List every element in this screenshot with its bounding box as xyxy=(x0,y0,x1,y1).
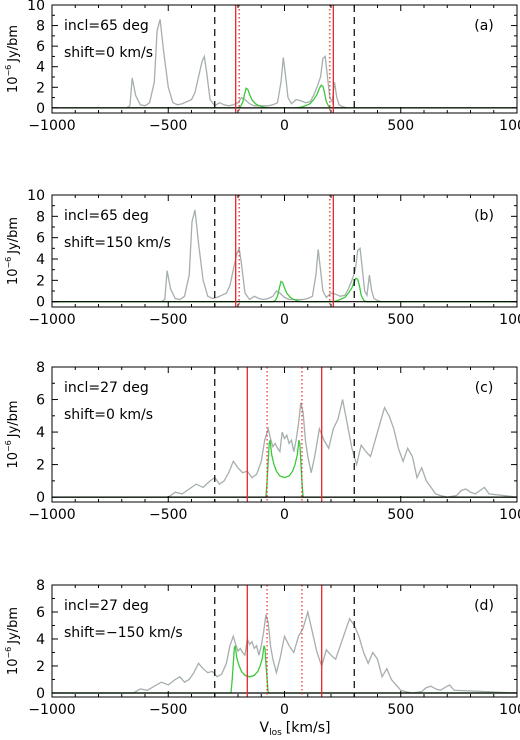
panel-b: −1000−50005001000024681010−6Jy/bmincl=65… xyxy=(4,188,520,328)
x-tick-label-a-2: 0 xyxy=(280,118,289,134)
y-tick-label-d-4: 8 xyxy=(36,578,45,594)
y-axis-label-a: 10−6 Jy/bm xyxy=(4,25,21,93)
x-tick-label-d-1: −500 xyxy=(149,702,187,718)
y-tick-label-c-3: 6 xyxy=(36,393,45,409)
annotation-b-1: shift=150 km/s xyxy=(64,235,171,251)
annotation-d-0: incl=27 deg xyxy=(64,598,149,614)
y-tick-label-c-1: 2 xyxy=(36,458,45,474)
y-axis-label-exponent-d: −6 xyxy=(4,647,13,659)
series-data-c xyxy=(52,399,517,498)
x-axis-label: Vlos [km/s] xyxy=(260,720,331,738)
annotation-a-0: incl=65 deg xyxy=(64,18,149,34)
y-tick-label-d-3: 6 xyxy=(36,605,45,621)
y-axis-label-unit-d: Jy/bm xyxy=(6,607,21,645)
x-tick-label-a-3: 500 xyxy=(387,118,414,134)
y-tick-label-b-3: 6 xyxy=(36,231,45,247)
series-data-d xyxy=(52,609,517,694)
series-model-a xyxy=(52,84,517,109)
series-model-b xyxy=(52,277,517,303)
series-model-c xyxy=(52,440,517,498)
x-axis-label-symbol: V xyxy=(260,720,270,736)
y-axis-label-c: 10−6 Jy/bm xyxy=(4,400,21,468)
y-tick-label-a-2: 4 xyxy=(36,60,45,76)
x-tick-label-b-1: −500 xyxy=(149,312,187,328)
series-model-d xyxy=(52,645,517,694)
y-axis-label-base-d: 10 xyxy=(6,659,21,676)
x-tick-label-a-4: 1000 xyxy=(499,118,520,134)
y-axis-label-unit-a: Jy/bm xyxy=(6,25,21,63)
y-tick-label-c-4: 8 xyxy=(36,360,45,376)
panel-c: −1000 −500 0 500 1000 0 2 4 6 8 10−6 Jy/bm incl=27 d… xyxy=(4,360,520,523)
x-tick-label-c-2: 0 xyxy=(280,507,289,523)
x-axis-label-subscript: los xyxy=(269,728,282,738)
annotation-b-0: incl=65 deg xyxy=(64,208,149,224)
y-tick-label-a-1: 2 xyxy=(36,80,45,96)
x-tick-label-d-2: 0 xyxy=(280,702,289,718)
y-axis-label-exponent-b: −6 xyxy=(4,257,13,269)
panel-d: −1000 −500 0 500 1000 0 2 4 6 8 10−6 Jy/bm incl=27 d… xyxy=(4,578,520,718)
panel-label-a: (a) xyxy=(474,18,494,34)
x-tick-label-c-0: −1000 xyxy=(28,507,75,523)
x-tick-label-c-1: −500 xyxy=(149,507,187,523)
y-tick-label-c-0: 0 xyxy=(36,490,45,506)
y-tick-label-b-5: 10 xyxy=(27,188,45,204)
y-tick-label-b-0: 0 xyxy=(36,295,45,311)
y-tick-label-d-0: 0 xyxy=(36,686,45,702)
y-tick-label-a-5: 10 xyxy=(27,0,45,14)
x-tick-label-b-2: 0 xyxy=(280,312,289,328)
x-tick-label-b-3: 500 xyxy=(387,312,414,328)
y-axis-label-exponent-a: −6 xyxy=(4,65,13,77)
y-tick-label-d-2: 4 xyxy=(36,632,45,648)
x-tick-label-b-4: 1000 xyxy=(499,312,520,328)
y-tick-label-b-2: 4 xyxy=(36,252,45,268)
x-tick-label-d-3: 500 xyxy=(387,702,414,718)
y-axis-label-base-a: 10 xyxy=(6,77,21,94)
y-tick-label-b-4: 8 xyxy=(36,209,45,225)
annotation-c-1: shift=0 km/s xyxy=(64,407,153,423)
y-axis-label-base-c: 10 xyxy=(6,452,21,469)
panel-a: −1000−50005001000024681010−6Jy/bmincl=65… xyxy=(4,0,520,134)
x-tick-label-c-4: 1000 xyxy=(499,507,520,523)
y-axis-label-exponent-c: −6 xyxy=(4,440,13,452)
annotation-d-1: shift=−150 km/s xyxy=(64,625,183,641)
panel-label-b: (b) xyxy=(474,208,494,224)
y-tick-label-d-1: 2 xyxy=(36,659,45,675)
series-data-b xyxy=(160,209,383,303)
y-axis-label-unit-c: Jy/bm xyxy=(6,400,21,438)
annotation-c-0: incl=27 deg xyxy=(64,380,149,396)
panel-label-d: (d) xyxy=(474,598,494,614)
y-tick-label-a-4: 8 xyxy=(36,19,45,35)
x-tick-label-c-3: 500 xyxy=(387,507,414,523)
x-tick-label-a-1: −500 xyxy=(149,118,187,134)
x-tick-label-d-4: 1000 xyxy=(499,702,520,718)
y-tick-label-a-3: 6 xyxy=(36,39,45,55)
x-axis-label-unit: [km/s] xyxy=(286,720,331,736)
x-tick-label-d-0: −1000 xyxy=(28,702,75,718)
y-tick-label-a-0: 0 xyxy=(36,101,45,117)
x-tick-label-b-0: −1000 xyxy=(28,312,75,328)
y-axis-label-b: 10−6 Jy/bm xyxy=(4,217,21,285)
annotation-a-1: shift=0 km/s xyxy=(64,45,153,61)
y-axis-label-unit-b: Jy/bm xyxy=(6,217,21,255)
y-tick-label-b-1: 2 xyxy=(36,273,45,289)
x-tick-label-a-0: −1000 xyxy=(28,118,75,134)
panel-label-c: (c) xyxy=(475,380,494,396)
y-axis-label-base-b: 10 xyxy=(6,269,21,286)
series-data-a xyxy=(126,19,348,109)
y-axis-label-d: 10−6 Jy/bm xyxy=(4,607,21,675)
y-tick-label-c-2: 4 xyxy=(36,425,45,441)
